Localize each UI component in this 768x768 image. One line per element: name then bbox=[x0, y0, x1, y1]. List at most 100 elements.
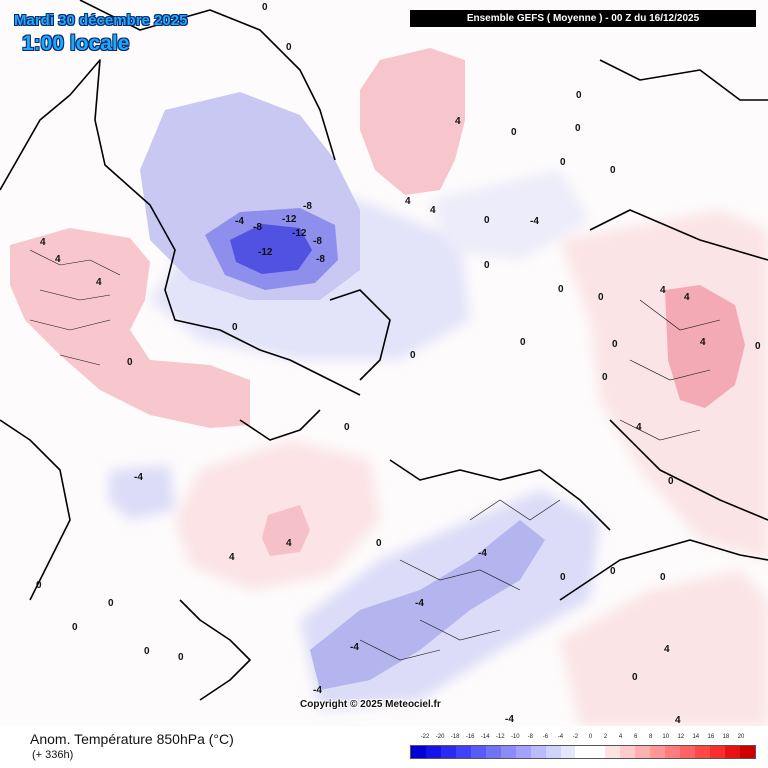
color-scale-label: 16 bbox=[707, 734, 715, 740]
contour-label: 0 bbox=[660, 572, 666, 583]
contour-label: 0 bbox=[560, 572, 566, 583]
warm-anomaly-greenland bbox=[360, 48, 465, 195]
contour-label: -4 bbox=[505, 714, 514, 725]
contour-label: 0 bbox=[410, 350, 416, 361]
contour-label: -4 bbox=[313, 685, 322, 696]
contour-label: 0 bbox=[610, 165, 616, 176]
color-scale-swatch bbox=[470, 746, 486, 758]
contour-label: -4 bbox=[415, 598, 424, 609]
color-scale-label: -10 bbox=[510, 734, 520, 740]
color-scale-label: 18 bbox=[722, 734, 730, 740]
color-scale-swatch bbox=[695, 746, 711, 758]
lead-time: (+ 336h) bbox=[32, 749, 74, 761]
contour-label: -8 bbox=[316, 254, 325, 265]
contour-labels: 0 0 4 4 4 0 0 0 0 0 0 -4 0 0 0 0 0 4 4 4… bbox=[36, 2, 761, 726]
color-scale-bar bbox=[410, 745, 756, 759]
contour-label: 0 bbox=[232, 322, 238, 333]
contour-label: 0 bbox=[576, 90, 582, 101]
contour-label: 4 bbox=[55, 254, 61, 265]
contour-label: 0 bbox=[632, 672, 638, 683]
color-scale-label: 14 bbox=[692, 734, 700, 740]
contour-label: -8 bbox=[253, 222, 262, 233]
color-scale-swatch bbox=[440, 746, 456, 758]
temperature-anomaly-map: 0 0 4 4 4 0 0 0 0 0 0 -4 0 0 0 0 0 4 4 4… bbox=[0, 0, 768, 726]
contour-label: 0 bbox=[558, 284, 564, 295]
color-scale-swatch bbox=[560, 746, 576, 758]
warm-anomaly-atlantic-core bbox=[262, 505, 310, 556]
contour-label: 4 bbox=[286, 538, 292, 549]
contour-label: 0 bbox=[598, 292, 604, 303]
contour-label: 4 bbox=[430, 205, 436, 216]
color-scale-swatch bbox=[515, 746, 531, 758]
contour-label: 0 bbox=[262, 2, 268, 13]
color-scale-swatch bbox=[650, 746, 666, 758]
anomaly-fields bbox=[10, 48, 768, 726]
color-scale-swatch bbox=[710, 746, 726, 758]
color-scale-label: 2 bbox=[603, 734, 608, 740]
contour-label: 0 bbox=[127, 357, 133, 368]
contour-label: 4 bbox=[684, 292, 690, 303]
contour-label: 4 bbox=[700, 337, 706, 348]
contour-label: 4 bbox=[636, 422, 642, 433]
parameter-title: Anom. Température 850hPa (°C) bbox=[30, 731, 234, 747]
color-scale-label: -6 bbox=[542, 734, 549, 740]
color-scale-swatch bbox=[620, 746, 636, 758]
color-scale-label: -12 bbox=[495, 734, 505, 740]
cold-anomaly-europe-core bbox=[310, 520, 545, 690]
contour-label: -8 bbox=[313, 236, 322, 247]
contour-label: -4 bbox=[134, 472, 143, 483]
warm-anomaly-asia-core bbox=[665, 285, 745, 408]
copyright: Copyright © 2025 Meteociel.fr bbox=[300, 699, 441, 710]
contour-label: -12 bbox=[282, 214, 297, 225]
cool-anomaly-nw bbox=[430, 170, 590, 260]
color-scale-label: 6 bbox=[633, 734, 638, 740]
color-scale-label: -18 bbox=[450, 734, 460, 740]
color-scale-label: 20 bbox=[737, 734, 745, 740]
color-scale-swatch bbox=[455, 746, 471, 758]
color-scale-swatch bbox=[590, 746, 606, 758]
coastlines bbox=[0, 0, 768, 701]
color-scale-labels: -22 -20 -18 -16 -14 -12 -10 -8 -6 -4 -2 0 2 4 6 8 10 12 14… bbox=[410, 734, 756, 744]
contour-label: 4 bbox=[40, 237, 46, 248]
contour-label: 0 bbox=[560, 157, 566, 168]
color-scale-label: 4 bbox=[618, 734, 623, 740]
color-scale-label: 12 bbox=[677, 734, 685, 740]
valid-local-time: 1:00 locale bbox=[22, 32, 130, 55]
color-scale-swatch bbox=[530, 746, 546, 758]
contour-label: -4 bbox=[530, 216, 539, 227]
contour-label: 4 bbox=[96, 277, 102, 288]
color-scale-swatch bbox=[485, 746, 501, 758]
contour-label: 0 bbox=[520, 337, 526, 348]
color-scale-swatch bbox=[425, 746, 441, 758]
color-scale-label: -22 bbox=[420, 734, 430, 740]
color-scale-swatch bbox=[575, 746, 591, 758]
contour-label: 0 bbox=[286, 42, 292, 53]
contour-label: 0 bbox=[144, 646, 150, 657]
contour-label: 0 bbox=[755, 341, 761, 352]
contour-label: 4 bbox=[660, 285, 666, 296]
contour-label: 0 bbox=[610, 566, 616, 577]
color-scale-swatch bbox=[665, 746, 681, 758]
color-scale-swatch bbox=[545, 746, 561, 758]
contour-label: 0 bbox=[511, 127, 517, 138]
color-scale-label: -14 bbox=[480, 734, 490, 740]
contour-label: 0 bbox=[178, 652, 184, 663]
color-scale-swatch bbox=[605, 746, 621, 758]
warm-anomaly-pacific bbox=[560, 570, 768, 726]
color-scale-swatch bbox=[680, 746, 696, 758]
contour-label: 0 bbox=[72, 622, 78, 633]
color-scale: -22 -20 -18 -16 -14 -12 -10 -8 -6 -4 -2 0 2 4 6 8 10 12 14… bbox=[410, 734, 756, 759]
color-scale-label: -16 bbox=[465, 734, 475, 740]
warm-anomaly-north-america bbox=[10, 228, 250, 428]
color-scale-label: 0 bbox=[588, 734, 593, 740]
footer: Anom. Température 850hPa (°C) (+ 336h) -… bbox=[0, 726, 768, 768]
contour-label: 0 bbox=[612, 339, 618, 350]
contour-label: -12 bbox=[258, 247, 273, 258]
contour-label: 0 bbox=[575, 123, 581, 134]
contour-label: -12 bbox=[292, 228, 307, 239]
contour-label: 4 bbox=[675, 715, 681, 726]
color-scale-label: -4 bbox=[557, 734, 564, 740]
contour-label: -4 bbox=[235, 216, 244, 227]
contour-label: 0 bbox=[108, 598, 114, 609]
color-scale-label: -2 bbox=[572, 734, 579, 740]
